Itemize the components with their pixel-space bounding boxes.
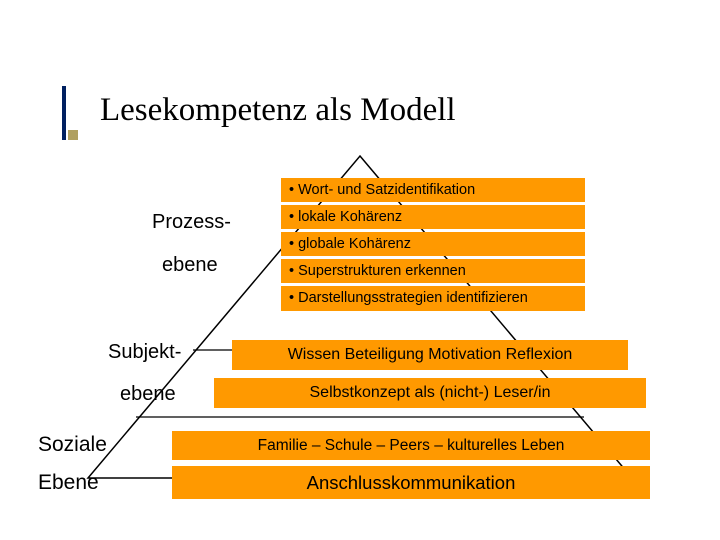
label-prozess-1: Prozess-: [152, 211, 231, 234]
prozess-box-4: • Superstrukturen erkennen: [281, 259, 585, 283]
accent-bar: [62, 86, 66, 140]
soziale-box-1: Familie – Schule – Peers – kulturelles L…: [172, 431, 650, 460]
label-soziale-2: Ebene: [38, 471, 99, 495]
label-prozess-2: ebene: [162, 254, 218, 277]
subjekt-box-2: Selbstkonzept als (nicht-) Leser/in: [214, 378, 646, 408]
prozess-box-1: • Wort- und Satzidentifikation: [281, 178, 585, 202]
label-subjekt-1: Subjekt-: [108, 341, 181, 364]
prozess-box-2: • lokale Kohärenz: [281, 205, 585, 229]
page-title: Lesekompetenz als Modell: [100, 92, 456, 129]
prozess-box-3: • globale Kohärenz: [281, 232, 585, 256]
soziale-box-2: Anschlusskommunikation: [172, 466, 650, 499]
subjekt-box-1: Wissen Beteiligung Motivation Reflexion: [232, 340, 628, 370]
label-subjekt-2: ebene: [120, 383, 176, 406]
accent-dot: [68, 130, 78, 140]
prozess-box-5: • Darstellungsstrategien identifizieren: [281, 286, 585, 311]
label-soziale-1: Soziale: [38, 433, 107, 457]
